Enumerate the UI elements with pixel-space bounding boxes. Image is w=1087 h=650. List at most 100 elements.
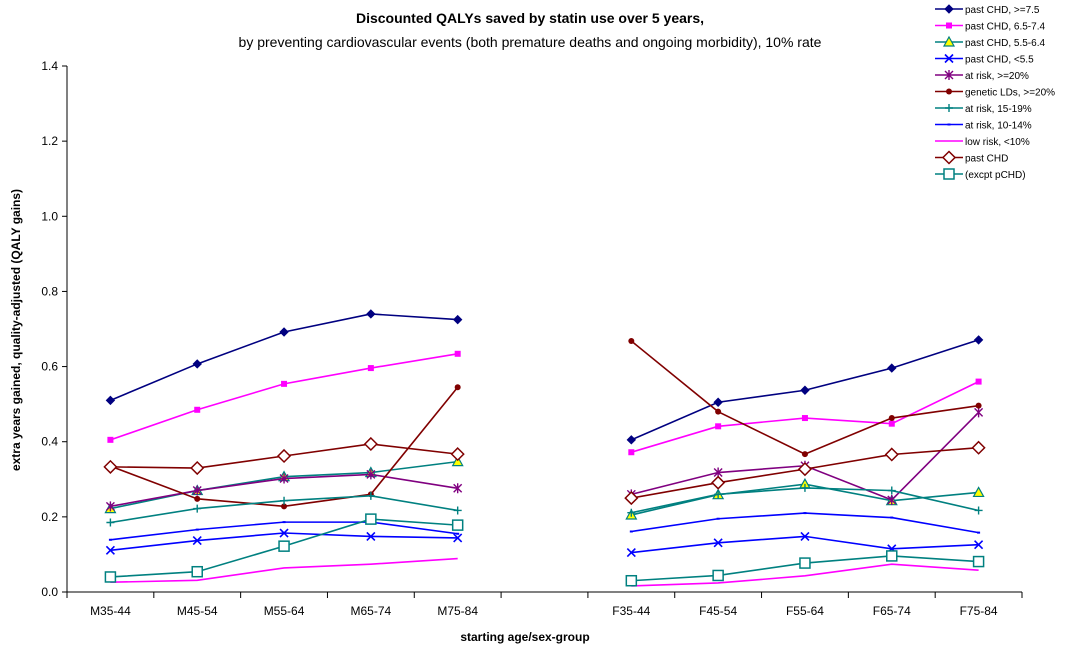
legend-entry: at risk, 15-19% — [935, 104, 1032, 115]
data-point — [799, 557, 811, 569]
data-point — [281, 503, 288, 510]
y-tick-label: 0.2 — [41, 510, 58, 524]
legend-entry: past CHD, 5.5-6.4 — [935, 35, 1045, 49]
x-tick-label: F35-44 — [612, 604, 650, 618]
legend-entry: past CHD, >=7.5 — [935, 4, 1040, 16]
series-line — [631, 512, 979, 534]
data-point — [975, 402, 982, 409]
data-point — [366, 531, 376, 541]
x-tick-label: M55-64 — [264, 604, 305, 618]
data-point — [453, 533, 463, 543]
series-line — [110, 353, 458, 441]
series-5 — [107, 338, 982, 510]
data-point — [190, 460, 205, 476]
legend-label: low risk, <10% — [965, 137, 1030, 148]
data-point — [367, 365, 374, 372]
data-point — [886, 550, 898, 562]
data-point — [454, 384, 461, 391]
legend-swatch-marker — [946, 22, 952, 29]
data-point — [887, 363, 897, 373]
data-point — [626, 547, 636, 558]
data-point — [105, 545, 115, 555]
legend-swatch-marker — [946, 88, 952, 95]
x-tick-label: M45-54 — [177, 604, 218, 618]
data-point — [624, 491, 639, 506]
y-tick-label: 1.2 — [41, 134, 58, 148]
legend-entry: (excpt pCHD) — [935, 168, 1026, 181]
legend-swatch-marker — [943, 168, 955, 180]
data-point — [711, 475, 726, 490]
data-point — [712, 569, 724, 582]
data-point — [627, 508, 636, 517]
series-line — [110, 386, 459, 508]
x-tick-label: M65-74 — [351, 604, 392, 618]
data-point — [451, 519, 464, 531]
data-point — [628, 449, 635, 456]
y-tick-label: 1.4 — [41, 59, 58, 73]
plot-area: 0.0 0.2 0.4 0.6 0.8 1.0 1.2 1.4 M35-44 M45-54 M55-… — [41, 59, 1023, 618]
data-point — [887, 486, 896, 495]
data-point — [105, 395, 116, 406]
legend-entry: past CHD, 6.5-7.4 — [935, 22, 1045, 33]
series-3 — [105, 528, 984, 558]
legend-swatch-marker — [944, 53, 954, 64]
data-point — [887, 494, 897, 505]
legend-label: at risk, 10-14% — [965, 121, 1032, 132]
y-tick-label: 0.4 — [41, 435, 58, 449]
legend-label: at risk, >=20% — [965, 71, 1029, 82]
data-point — [105, 501, 115, 512]
data-point — [800, 483, 809, 492]
legend-entry: low risk, <10% — [935, 137, 1030, 148]
legend-swatch-marker — [942, 35, 956, 47]
series-line — [631, 563, 979, 587]
y-axis-label: extra years gained, quality-adjusted (QA… — [9, 189, 23, 471]
data-point — [192, 485, 202, 496]
data-point — [888, 415, 895, 422]
data-point — [279, 528, 289, 538]
data-point — [280, 496, 289, 505]
data-point — [714, 490, 723, 499]
legend-label: past CHD, >=7.5 — [965, 5, 1040, 16]
x-tick-label: F75-84 — [960, 604, 998, 618]
series-4 — [105, 407, 984, 512]
data-point — [625, 574, 638, 587]
data-point — [191, 565, 203, 578]
data-point — [192, 535, 202, 546]
data-point — [453, 483, 463, 494]
series-0 — [105, 309, 984, 445]
legend-label: past CHD — [965, 154, 1008, 165]
y-tick-label: 1.0 — [41, 209, 58, 223]
data-point — [279, 473, 289, 484]
x-tick-label: F45-54 — [699, 604, 737, 618]
series-9 — [103, 436, 986, 506]
data-point — [193, 504, 202, 513]
data-point — [454, 350, 461, 357]
data-point — [715, 408, 722, 415]
series-10 — [104, 513, 985, 587]
data-point — [884, 447, 899, 462]
legend-swatch-marker — [945, 104, 953, 112]
data-point — [194, 495, 201, 502]
series-8 — [110, 557, 979, 587]
legend-label: past CHD, 6.5-7.4 — [965, 22, 1045, 33]
y-tick-label: 0.6 — [41, 360, 58, 374]
series-line — [110, 313, 458, 402]
x-tick-label: M35-44 — [90, 604, 131, 618]
data-point — [453, 506, 462, 515]
legend-swatch-marker — [941, 150, 957, 165]
data-point — [365, 513, 377, 525]
data-point — [366, 309, 376, 319]
series-6 — [106, 483, 983, 527]
data-point — [363, 436, 378, 452]
x-tick-label: M75-84 — [437, 604, 478, 618]
x-tick-label: F55-64 — [786, 604, 824, 618]
data-point — [800, 385, 810, 395]
data-point — [626, 435, 637, 445]
chart-title: Discounted QALYs saved by statin use ove… — [356, 10, 704, 26]
data-point — [713, 538, 723, 548]
data-point — [797, 462, 813, 477]
y-tick-label: 0.0 — [41, 585, 58, 599]
data-point — [366, 491, 375, 500]
y-tick-label: 0.8 — [41, 284, 58, 298]
legend-label: past CHD, <5.5 — [965, 55, 1034, 66]
